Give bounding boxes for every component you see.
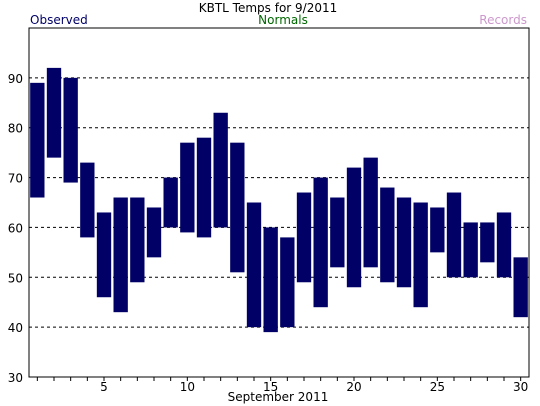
x-tick-label: 25	[430, 380, 445, 394]
temp-range-bar-day-4	[80, 162, 95, 238]
gridlines	[29, 77, 529, 328]
x-axis-label: September 2011	[228, 390, 329, 404]
y-tick-label: 30	[8, 371, 23, 385]
temp-range-bar-day-16	[280, 237, 295, 328]
y-tick-label: 80	[8, 122, 23, 136]
temp-range-bar-day-12	[213, 112, 228, 228]
y-tick-label: 90	[8, 72, 23, 86]
legend-normals: Normals	[258, 13, 308, 27]
chart-title: KBTL Temps for 9/2011	[199, 1, 338, 15]
y-tick-label: 60	[8, 221, 23, 235]
temp-range-bar-day-19	[330, 197, 345, 268]
temp-range-bar-day-11	[196, 137, 212, 238]
bars	[30, 67, 528, 333]
x-tick-label: 10	[180, 380, 195, 394]
temp-range-bar-day-21	[363, 157, 378, 268]
temp-range-bar-day-3	[63, 77, 78, 183]
temp-range-bar-day-7	[130, 197, 145, 283]
legend-records: Records	[479, 13, 527, 27]
legend-observed: Observed	[30, 13, 88, 27]
y-tick-label: 40	[8, 321, 23, 335]
temp-range-bar-day-1	[30, 82, 45, 198]
x-tick-label: 15	[263, 380, 278, 394]
temp-range-bar-day-5	[96, 212, 112, 298]
y-tick-label: 70	[8, 172, 23, 186]
temp-range-bar-day-18	[313, 177, 328, 308]
temp-range-bar-day-25	[430, 207, 445, 253]
y-tick-label: 50	[8, 271, 23, 285]
temp-range-bar-day-29	[496, 212, 512, 278]
temp-range-bar-day-6	[113, 197, 128, 313]
temp-range-bar-day-8	[146, 207, 162, 258]
x-tick-label: 5	[100, 380, 108, 394]
temp-range-bar-day-15	[263, 227, 278, 333]
temp-range-bar-day-9	[163, 177, 178, 228]
x-axis: 5 10 15 20 25 30	[36, 377, 528, 394]
temp-range-bar-day-10	[180, 142, 195, 233]
temp-range-bar-day-13	[230, 142, 245, 273]
temp-range-bar-day-22	[380, 187, 395, 283]
temp-range-bar-day-27	[463, 222, 478, 278]
y-axis: 30 40 50 60 70 80 90	[8, 72, 23, 385]
temp-range-bar-day-20	[346, 167, 362, 288]
plot-frame	[28, 27, 530, 378]
temp-range-bar-day-17	[296, 192, 312, 283]
temp-range-bar-day-26	[446, 192, 462, 278]
temp-range-bar-day-28	[480, 222, 495, 263]
temp-range-bar-day-2	[46, 67, 62, 158]
x-tick-label: 30	[513, 380, 528, 394]
temp-range-bar-day-30	[513, 257, 528, 318]
temp-range-bar-day-14	[246, 202, 262, 328]
temp-range-bar-day-24	[413, 202, 428, 308]
temp-range-bar-day-23	[396, 197, 412, 288]
x-tick-label: 20	[346, 380, 361, 394]
